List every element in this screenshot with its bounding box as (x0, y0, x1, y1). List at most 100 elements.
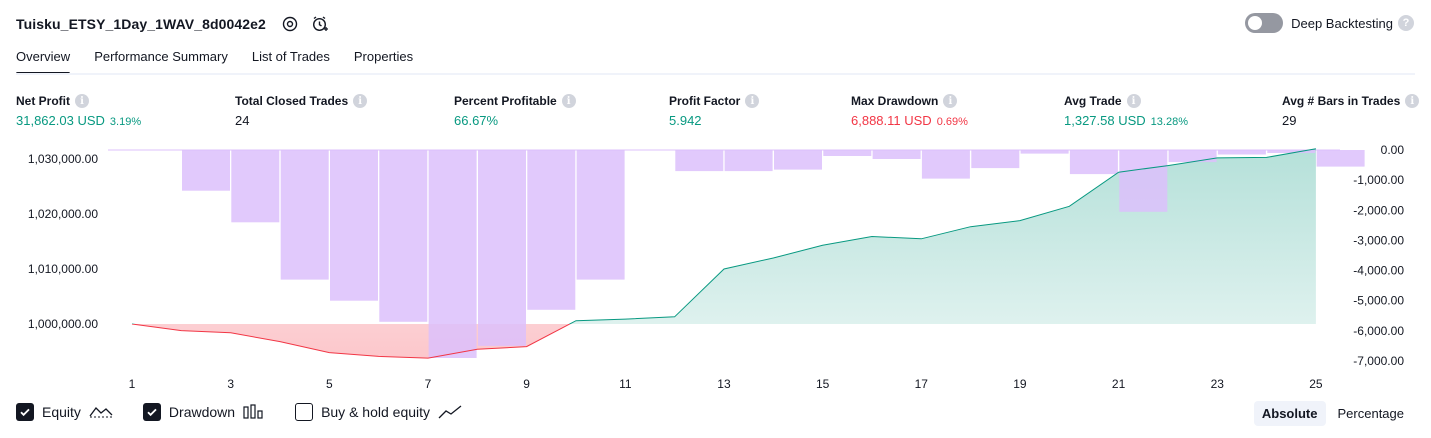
left-axis-tick-label: 1,030,000.00 (28, 152, 98, 166)
legend-equity[interactable]: Equity (16, 403, 113, 421)
metric-percent-profitable: Percent Profitable i 66.67% (454, 94, 576, 128)
right-axis: 0.00 -1,000.00 -2,000.00 -3,000.00 -4,000.00… (1353, 143, 1404, 368)
info-icon[interactable]: i (943, 94, 958, 108)
drawdown-bar (724, 150, 773, 172)
metric-label: Avg Trade (1064, 94, 1122, 108)
right-axis-tick-label: 0.00 (1381, 143, 1405, 157)
metric-label: Profit Factor (669, 94, 741, 108)
legend-drawdown[interactable]: Drawdown (142, 403, 265, 421)
metric-value: 31,862.03 USD (16, 113, 105, 128)
right-axis-tick-label: -4,000.00 (1353, 264, 1404, 278)
left-axis-tick-label: 1,010,000.00 (28, 262, 98, 276)
buy-hold-checkbox[interactable] (295, 403, 314, 421)
info-icon[interactable]: i (353, 94, 368, 108)
deep-backtesting-label: Deep Backtesting (1291, 15, 1393, 31)
x-axis: 1 3 5 7 9 11 13 15 17 19 21 23 25 (129, 377, 1323, 391)
legend-label: Drawdown (168, 404, 236, 420)
drawdown-bar (1020, 150, 1069, 154)
equity-area-positive (132, 148, 1316, 324)
left-axis-tick-label: 1,000,000.00 (28, 317, 98, 331)
right-axis-tick-label: -5,000.00 (1353, 294, 1404, 308)
tab-list-of-trades[interactable]: List of Trades (251, 49, 330, 64)
metric-avg-bars: Avg # Bars in Trades i 29 (1282, 94, 1420, 128)
metric-total-closed-trades: Total Closed Trades i 24 (235, 94, 368, 128)
drawdown-bar (1217, 150, 1266, 155)
x-axis-tick-label: 15 (816, 377, 830, 391)
deep-backtesting-toggle[interactable] (1245, 13, 1284, 33)
x-axis-tick-label: 1 (129, 377, 136, 391)
x-axis-tick-label: 13 (717, 377, 731, 391)
metric-profit-factor: Profit Factor i 5.942 (669, 94, 760, 128)
drawdown-bar (675, 150, 724, 172)
x-axis-tick-label: 7 (425, 377, 432, 391)
metric-value: 5.942 (669, 113, 702, 128)
report-tabs: Overview Performance Summary List of Tra… (16, 46, 437, 75)
info-icon[interactable]: i (745, 94, 760, 108)
percentage-button[interactable]: Percentage (1337, 406, 1405, 421)
x-axis-tick-label: 11 (619, 377, 632, 391)
drawdown-bar (1069, 150, 1118, 175)
bars-icon (243, 404, 265, 420)
equity-drawdown-chart[interactable]: 1,030,000.00 1,020,000.00 1,010,000.00 1,00… (0, 138, 1431, 398)
drawdown-bar (921, 150, 970, 179)
drawdown-bar (478, 150, 526, 346)
x-axis-tick-label: 21 (1112, 377, 1126, 391)
drawdown-bar (1119, 150, 1168, 212)
metric-label: Net Profit (16, 94, 70, 108)
right-axis-tick-label: -7,000.00 (1353, 354, 1404, 368)
drawdown-bar (1168, 150, 1217, 163)
strategy-header: Tuisku_ETSY_1Day_1WAV_8d0042e2 (16, 12, 330, 36)
tab-performance-summary[interactable]: Performance Summary (94, 49, 228, 64)
drawdown-bar (231, 150, 280, 223)
absolute-button[interactable]: Absolute (1253, 401, 1326, 426)
drawdown-bar (330, 150, 378, 301)
info-icon[interactable]: i (1126, 94, 1141, 108)
right-axis-tick-label: -3,000.00 (1353, 233, 1404, 247)
drawdown-bar (872, 150, 921, 159)
metric-avg-trade: Avg Trade i 1,327.58 USD 13.28% (1064, 94, 1188, 128)
info-icon[interactable]: i (1405, 94, 1420, 108)
deep-backtesting: Deep Backtesting ? (1245, 13, 1414, 33)
right-axis-tick-label: -1,000.00 (1353, 173, 1404, 187)
drawdown-bar (823, 150, 872, 156)
drawdown-bars (182, 150, 1365, 358)
help-icon[interactable]: ? (1398, 15, 1414, 31)
settings-gear-icon[interactable] (280, 14, 300, 34)
x-axis-tick-label: 23 (1211, 377, 1225, 391)
metric-label: Total Closed Trades (235, 94, 349, 108)
drawdown-bar (971, 150, 1020, 169)
metric-label: Max Drawdown (851, 94, 939, 108)
equity-line-positive (132, 148, 1316, 324)
metric-net-profit: Net Profit i 31,862.03 USD 3.19% (16, 94, 141, 128)
metric-value: 29 (1282, 113, 1297, 128)
drawdown-checkbox[interactable] (142, 403, 161, 421)
equity-line-negative (131, 324, 571, 359)
trend-line-icon (438, 404, 462, 420)
info-icon[interactable]: i (75, 94, 89, 108)
info-icon[interactable]: i (561, 94, 576, 108)
tab-properties[interactable]: Properties (353, 49, 414, 64)
left-axis: 1,030,000.00 1,020,000.00 1,010,000.00 1,00… (28, 152, 98, 331)
drawdown-bar (428, 150, 477, 358)
x-axis-tick-label: 3 (227, 377, 234, 391)
legend-buy-hold[interactable]: Buy & hold equity (295, 403, 462, 421)
drawdown-bar (1316, 150, 1365, 167)
right-axis-tick-label: -6,000.00 (1353, 324, 1404, 338)
drawdown-bar (576, 150, 625, 280)
equity-area (132, 148, 1316, 359)
metric-label: Avg # Bars in Trades (1282, 94, 1401, 108)
equity-line (131, 148, 1316, 359)
add-alert-icon[interactable] (310, 14, 330, 34)
drawdown-bar (774, 150, 822, 170)
metric-max-drawdown: Max Drawdown i 6,888.11 USD 0.69% (851, 94, 968, 128)
legend-label: Buy & hold equity (321, 404, 431, 420)
tab-divider (16, 73, 1415, 75)
x-axis-tick-label: 5 (326, 377, 333, 391)
tab-overview[interactable]: Overview (16, 46, 71, 75)
equity-checkbox[interactable] (16, 403, 34, 421)
legend-label: Equity (42, 404, 81, 420)
strategy-title: Tuisku_ETSY_1Day_1WAV_8d0042e2 (16, 16, 266, 32)
drawdown-bar (1267, 150, 1316, 153)
metric-sub-value: 3.19% (109, 116, 142, 128)
x-axis-tick-label: 25 (1309, 377, 1323, 391)
